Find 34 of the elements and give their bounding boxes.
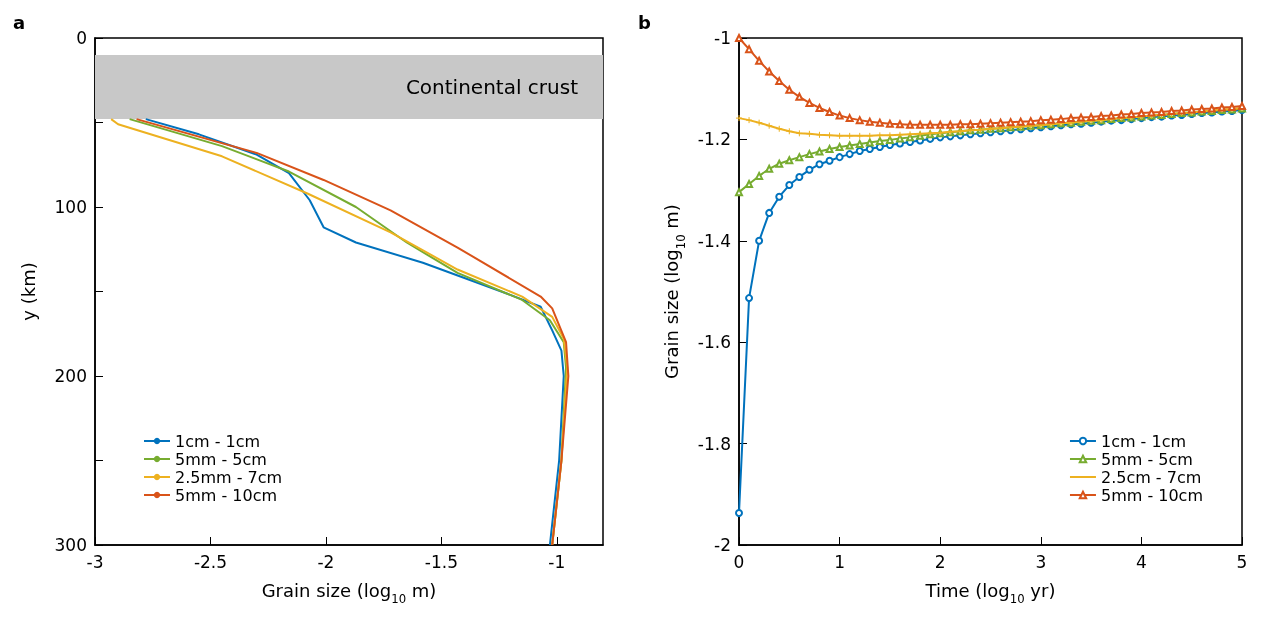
y-axis-title: y (km) — [17, 262, 39, 321]
y-tick-label: -1 — [714, 28, 731, 48]
legend-label: 2.5cm - 7cm — [1100, 467, 1202, 487]
y-tick-label: 100 — [54, 197, 87, 217]
x-tick-label: -2 — [317, 551, 335, 572]
legend-label: 5mm - 5cm — [1100, 449, 1193, 469]
x-tick-label: -3 — [86, 551, 104, 572]
y-tick-label: -1.2 — [697, 129, 731, 150]
y-tick-label: -2 — [714, 535, 731, 555]
legend-label: 5mm - 10cm — [175, 485, 278, 505]
y-axis-title: Grain size (log10 m) — [661, 204, 688, 379]
legend-label: 5mm - 10cm — [1100, 485, 1204, 505]
x-tick-label: 5 — [1236, 551, 1248, 572]
x-tick-label: -1 — [548, 551, 566, 572]
y-tick-label: -1.8 — [697, 433, 731, 454]
x-tick-label: 2 — [934, 551, 946, 572]
x-tick-label: 1 — [834, 551, 846, 572]
y-tick-label: -1.4 — [697, 230, 731, 251]
x-tick-label: -1.5 — [424, 551, 458, 572]
y-tick-label: -1.6 — [697, 332, 731, 353]
chart-title: a — [13, 11, 26, 33]
x-tick-label: 4 — [1135, 551, 1147, 572]
legend-label: 1cm - 1cm — [175, 431, 261, 451]
x-tick-label: -2.5 — [193, 551, 228, 572]
legend-label: 2.5mm - 7cm — [175, 467, 283, 487]
y-tick-label: 0 — [76, 28, 87, 48]
legend-label: 5mm - 5cm — [175, 449, 267, 469]
band-label: Continental crust — [405, 75, 579, 100]
x-tick-label: 0 — [733, 551, 745, 572]
x-tick-label: 3 — [1035, 551, 1047, 572]
chart-title: b — [638, 11, 651, 33]
legend-label: 1cm - 1cm — [1100, 431, 1187, 451]
y-tick-label: 300 — [54, 535, 87, 555]
y-tick-label: 200 — [54, 366, 87, 386]
